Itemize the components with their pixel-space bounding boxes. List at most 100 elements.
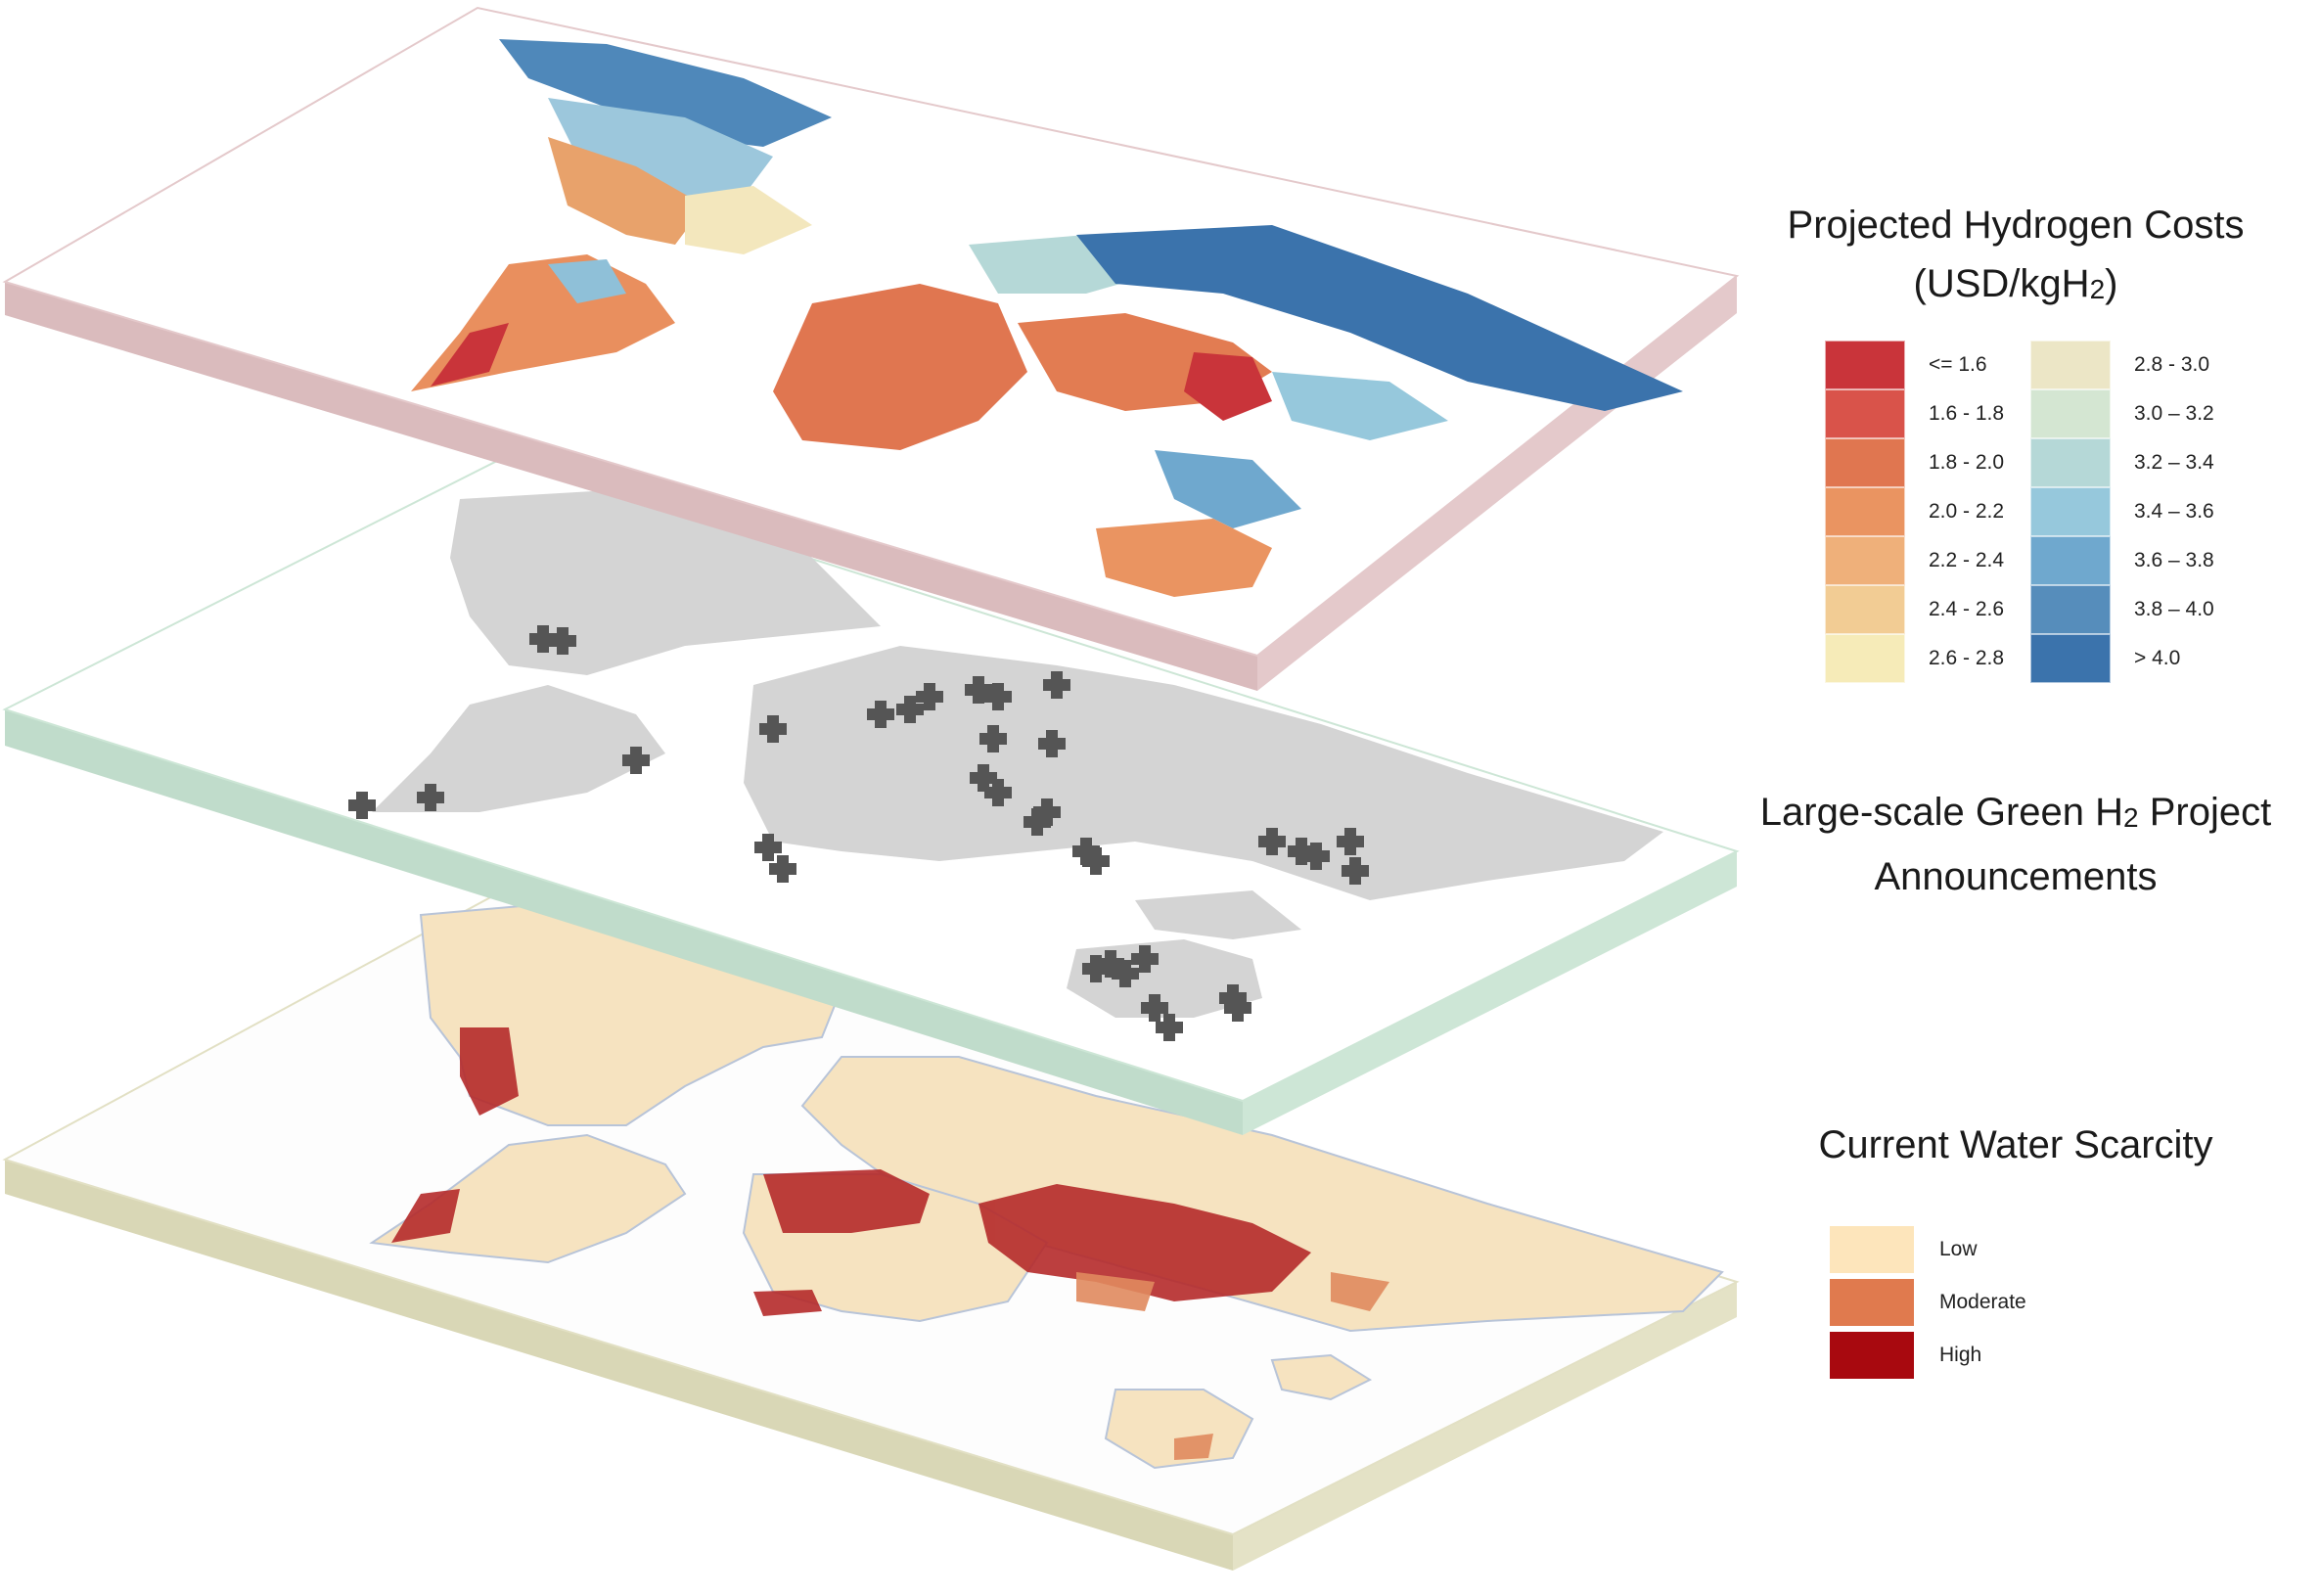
hydrogen-legend-swatch [1825, 389, 1905, 438]
water-legend-items: Low Moderate High [1830, 1223, 2026, 1382]
project-marker-icon [1097, 950, 1124, 978]
hydrogen-map-regions [411, 39, 1683, 597]
hydrogen-legend-label: 3.6 – 3.8 [2134, 549, 2214, 571]
hydrogen-legend-row: 3.8 – 4.0 [2030, 585, 2214, 634]
projects-title-prefix: Large-scale Green H [1759, 791, 2124, 834]
project-marker-icon [1033, 798, 1061, 826]
hydrogen-legend-row: 2.4 - 2.6 [1825, 585, 2004, 634]
project-marker-icon [965, 676, 992, 704]
hydrogen-legend-row: 2.8 - 3.0 [2030, 341, 2214, 389]
project-marker-icon [348, 792, 376, 819]
water-legend-title-text: Current Water Scarcity [1818, 1123, 2213, 1166]
project-marker-icon [1038, 730, 1066, 757]
hydrogen-legend-left-column: <= 1.6 1.6 - 1.8 1.8 - 2.0 2.0 - 2.2 2.2 - 2… [1825, 341, 2004, 683]
water-australia [1104, 1389, 1254, 1470]
water-legend-row: Low [1830, 1223, 2026, 1276]
hydrogen-legend-label: 3.8 – 4.0 [2134, 598, 2214, 620]
project-marker-icon [916, 683, 943, 710]
water-slab-right-edge [1233, 1282, 1737, 1571]
projects-south-america [372, 685, 665, 812]
projects-title-subscript: 2 [2123, 802, 2139, 833]
hydrogen-costs-layer [2, 6, 1740, 691]
hydrogen-legend-label: 2.8 - 3.0 [2134, 353, 2210, 376]
water-se-asia-islands [1270, 1353, 1373, 1401]
hydrogen-asia-east [1272, 372, 1448, 440]
hydrogen-legend-label: 2.4 - 2.6 [1929, 598, 2005, 620]
project-marker-icon [417, 784, 444, 811]
projects-title-suffix: Project [2138, 791, 2272, 834]
project-marker-icon [1302, 843, 1330, 870]
projects-legend-title-line2: Announcements [1874, 855, 2158, 898]
project-marker-icon [1082, 847, 1110, 875]
project-marker-icon [1024, 808, 1051, 836]
hydrogen-legend-label: 3.2 – 3.4 [2134, 451, 2214, 474]
project-marker-icon [549, 627, 576, 655]
projects-se-asia [1135, 890, 1301, 939]
hydrogen-legend-row: 3.6 – 3.8 [2030, 536, 2214, 585]
hydrogen-slab-front-edge [5, 282, 1257, 691]
hydrogen-north-america-east [685, 186, 812, 254]
hydrogen-legend-row: 3.0 – 3.2 [2030, 389, 2214, 438]
projects-layer [2, 458, 1740, 1135]
project-marker-icon [529, 625, 557, 653]
hydrogen-legend-swatch [1825, 487, 1905, 536]
hydrogen-legend-row: 3.2 – 3.4 [2030, 438, 2214, 487]
project-marker-icon [1141, 994, 1168, 1022]
project-marker-icon [896, 696, 924, 723]
hydrogen-legend-swatch [2030, 389, 2111, 438]
hydrogen-legend-label: 2.2 - 2.4 [1929, 549, 2005, 571]
project-marker-icon [1072, 838, 1100, 865]
project-marker-icon [1112, 960, 1139, 987]
hydrogen-legend-swatch [1825, 585, 1905, 634]
hydrogen-legend-row: 1.6 - 1.8 [1825, 389, 2004, 438]
hydrogen-north-america-north [499, 39, 832, 147]
hydrogen-legend-row: <= 1.6 [1825, 341, 2004, 389]
projects-legend-title-line1: Large-scale Green H2 Project [1683, 783, 2320, 847]
project-marker-icon [984, 683, 1012, 710]
hydrogen-africa [773, 284, 1027, 450]
hydrogen-legend-label: > 4.0 [2134, 647, 2181, 669]
hydrogen-se-asia [1155, 450, 1301, 528]
hydrogen-legend-swatch [1825, 634, 1905, 683]
project-marker-icon [979, 725, 1007, 752]
hydrogen-legend-row: 2.6 - 2.8 [1825, 634, 2004, 683]
hydrogen-legend-row: 2.0 - 2.2 [1825, 487, 2004, 536]
hydrogen-india [1184, 352, 1272, 421]
hydrogen-unit-suffix: ) [2105, 262, 2118, 305]
projects-map-land [372, 489, 1663, 1018]
hydrogen-legend-swatch [2030, 438, 2111, 487]
project-marker-icon [970, 764, 997, 792]
hydrogen-legend-swatch [1825, 536, 1905, 585]
hydrogen-north-america-south [548, 137, 705, 245]
project-marker-icon [1224, 994, 1251, 1022]
project-marker-icon [1156, 1014, 1183, 1041]
hydrogen-legend-swatch [2030, 341, 2111, 389]
hydrogen-legend-row: 3.4 – 3.6 [2030, 487, 2214, 536]
hydrogen-legend-label: <= 1.6 [1929, 353, 1987, 376]
hydrogen-legend-title-line2: (USD/kgH2) [1683, 254, 2320, 319]
hydrogen-south-america-amazon [548, 259, 626, 303]
water-legend-label: Moderate [1939, 1291, 2026, 1313]
hydrogen-legend-label: 1.8 - 2.0 [1929, 451, 2005, 474]
project-marker-icon [1342, 857, 1369, 885]
hydrogen-legend-right-column: 2.8 - 3.0 3.0 – 3.2 3.2 – 3.4 3.4 – 3.6 3.6 … [2030, 341, 2214, 683]
water-legend-swatch [1830, 1279, 1914, 1326]
water-legend-swatch [1830, 1226, 1914, 1273]
hydrogen-legend-title-line1: Projected Hydrogen Costs [1787, 204, 2245, 247]
water-legend-label: Low [1939, 1238, 1978, 1260]
hydrogen-legend-swatch [2030, 536, 2111, 585]
hydrogen-asia-north [1076, 225, 1683, 411]
hydrogen-legend-label: 3.0 – 3.2 [2134, 402, 2214, 425]
hydrogen-legend-row: > 4.0 [2030, 634, 2214, 683]
project-marker-icon [1043, 671, 1070, 699]
hydrogen-legend-swatch [1825, 438, 1905, 487]
project-marker-icon [867, 701, 894, 728]
water-moderate-stress-areas [1076, 1272, 1389, 1460]
project-marker-icon [754, 834, 782, 861]
hydrogen-legend-row: 1.8 - 2.0 [1825, 438, 2004, 487]
hydrogen-australia [1096, 519, 1272, 597]
water-legend-row: High [1830, 1329, 2026, 1382]
water-legend-row: Moderate [1830, 1276, 2026, 1329]
hydrogen-legend-swatch [1825, 341, 1905, 389]
